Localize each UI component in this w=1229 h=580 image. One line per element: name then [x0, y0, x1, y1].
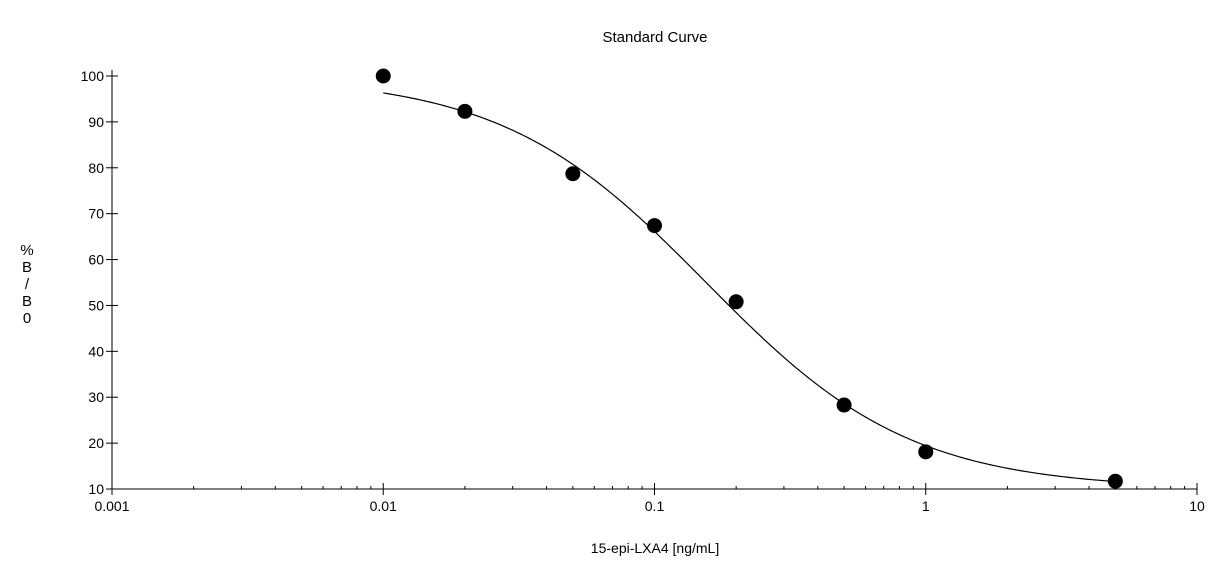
data-point — [836, 397, 852, 413]
y-tick-label: 60 — [88, 252, 104, 268]
fit-curve-layer — [383, 92, 1116, 483]
y-tick-label: 50 — [88, 297, 104, 313]
y-tick-label: 10 — [88, 481, 104, 497]
axes: 10 20 30 40 50 60 70 80 90 100 0.001 0.01 0.1 1 10 — [81, 68, 1205, 514]
x-tick-label: 0.01 — [370, 498, 397, 514]
data-points — [375, 68, 1123, 489]
data-point — [1107, 473, 1123, 489]
y-axis-label-char: B — [21, 259, 32, 276]
y-axis-label-char: % — [20, 242, 34, 259]
x-tick-label: 0.001 — [94, 498, 129, 514]
y-tick-label: 30 — [88, 389, 104, 405]
y-tick-label: 20 — [88, 435, 104, 451]
y-axis-label-char: / — [24, 276, 30, 293]
chart-title: Standard Curve — [602, 29, 707, 46]
y-tick-label: 80 — [88, 160, 104, 176]
y-tick-label: 40 — [88, 343, 104, 359]
y-tick-label: 70 — [88, 206, 104, 222]
y-tick-label: 90 — [88, 114, 104, 130]
data-point — [918, 444, 934, 460]
x-tick-label: 1 — [922, 498, 930, 514]
x-tick-label: 10 — [1189, 498, 1205, 514]
y-axis-label-char: B — [21, 293, 32, 310]
data-point — [457, 103, 473, 119]
data-point — [647, 218, 662, 234]
y-axis-label-char: 0 — [22, 310, 32, 327]
y-tick-label: 100 — [81, 68, 105, 84]
fit-curve — [383, 92, 1116, 483]
data-point — [375, 68, 391, 84]
data-point — [728, 294, 744, 310]
x-tick-label: 0.1 — [645, 498, 665, 514]
data-point — [565, 166, 581, 182]
x-axis-label: 15-epi-LXA4 [ng/mL] — [591, 540, 719, 556]
